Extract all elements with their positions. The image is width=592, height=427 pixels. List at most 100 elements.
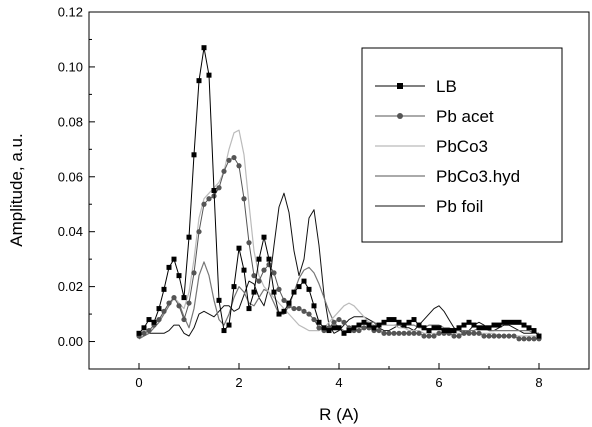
data-point: [421, 333, 427, 339]
data-point: [311, 316, 317, 323]
data-point: [406, 330, 412, 336]
data-point: [236, 245, 242, 251]
data-point: [141, 325, 147, 331]
data-point: [191, 270, 197, 276]
data-point: [216, 185, 222, 191]
data-point: [261, 267, 267, 273]
data-point: [216, 297, 222, 303]
data-point: [391, 330, 397, 336]
data-point: [321, 325, 327, 331]
data-point: [356, 322, 362, 328]
data-point: [396, 319, 402, 325]
data-point: [426, 328, 432, 334]
data-point: [231, 154, 237, 161]
data-point: [476, 325, 482, 331]
data-point: [516, 336, 522, 342]
data-point: [316, 319, 322, 325]
series-lb: [136, 45, 542, 339]
data-point: [416, 330, 422, 336]
data-point: [401, 330, 407, 336]
data-point: [256, 256, 262, 262]
data-point: [376, 327, 382, 334]
data-point: [146, 327, 152, 334]
data-point: [171, 295, 177, 301]
data-point: [206, 196, 212, 202]
data-point: [531, 328, 537, 334]
data-point: [336, 325, 342, 331]
data-point: [206, 72, 212, 78]
data-point: [176, 273, 182, 279]
data-point: [531, 336, 537, 342]
data-point: [431, 333, 437, 339]
data-point: [246, 240, 252, 246]
data-point: [411, 317, 417, 323]
data-point: [451, 328, 457, 334]
data-point: [496, 333, 502, 339]
data-point: [396, 330, 402, 336]
y-tick-label: 0.02: [58, 279, 83, 294]
data-point: [316, 325, 322, 331]
data-point: [351, 325, 357, 331]
data-point: [171, 256, 177, 262]
legend-label: PbCo3: [436, 137, 488, 156]
data-point: [526, 336, 532, 342]
x-tick-label: 4: [335, 375, 342, 390]
data-point: [486, 333, 492, 339]
data-point: [421, 325, 427, 331]
data-point: [381, 319, 387, 325]
data-point: [341, 319, 347, 325]
data-point: [481, 325, 487, 331]
y-tick-label: 0.06: [58, 169, 83, 184]
data-point: [296, 305, 302, 312]
data-point: [211, 188, 217, 193]
data-point: [471, 322, 477, 328]
data-point: [461, 330, 467, 336]
data-point: [436, 325, 442, 331]
data-point: [496, 322, 502, 328]
data-point: [386, 317, 392, 323]
data-point: [186, 300, 192, 306]
data-point: [506, 319, 512, 325]
x-axis-title: R (A): [319, 405, 359, 424]
ticks-layer: 0 2 4 6 8 0.00 0.02 0.04 0.06 0.08 0.10 0.12: [58, 5, 543, 391]
data-point: [361, 319, 367, 325]
data-point: [191, 152, 197, 158]
data-point: [201, 45, 207, 51]
data-point: [146, 317, 152, 323]
y-tick-label: 0.00: [58, 334, 83, 349]
data-point: [466, 330, 472, 336]
y-tick-label: 0.12: [58, 5, 83, 20]
data-point: [281, 297, 287, 303]
data-point: [201, 201, 207, 207]
data-point: [176, 303, 182, 309]
y-tick-label: 0.08: [58, 114, 83, 129]
legend-box: [361, 47, 563, 243]
legend-label: PbCo3.hyd: [436, 167, 520, 186]
data-point: [266, 256, 272, 262]
data-point: [286, 300, 292, 306]
data-point: [161, 286, 167, 292]
legend-item: Pb acet: [375, 107, 494, 126]
data-point: [476, 330, 482, 336]
data-point: [431, 325, 437, 331]
data-point: [241, 196, 247, 202]
x-tick-label: 0: [135, 375, 142, 390]
data-point: [291, 305, 297, 312]
data-point: [506, 333, 512, 339]
data-point: [456, 325, 462, 331]
data-point: [221, 328, 227, 334]
data-point: [356, 327, 362, 334]
data-point: [156, 316, 162, 323]
data-point: [276, 286, 282, 292]
data-point: [401, 322, 407, 328]
data-point: [301, 308, 307, 314]
legend-marker: [397, 83, 403, 89]
data-point: [526, 325, 532, 331]
data-point: [366, 322, 372, 328]
legend-item: PbCo3: [375, 137, 488, 156]
data-point: [311, 303, 317, 309]
data-point: [266, 262, 272, 268]
data-point: [161, 308, 167, 314]
legend-label: LB: [436, 77, 457, 96]
data-point: [501, 319, 507, 325]
